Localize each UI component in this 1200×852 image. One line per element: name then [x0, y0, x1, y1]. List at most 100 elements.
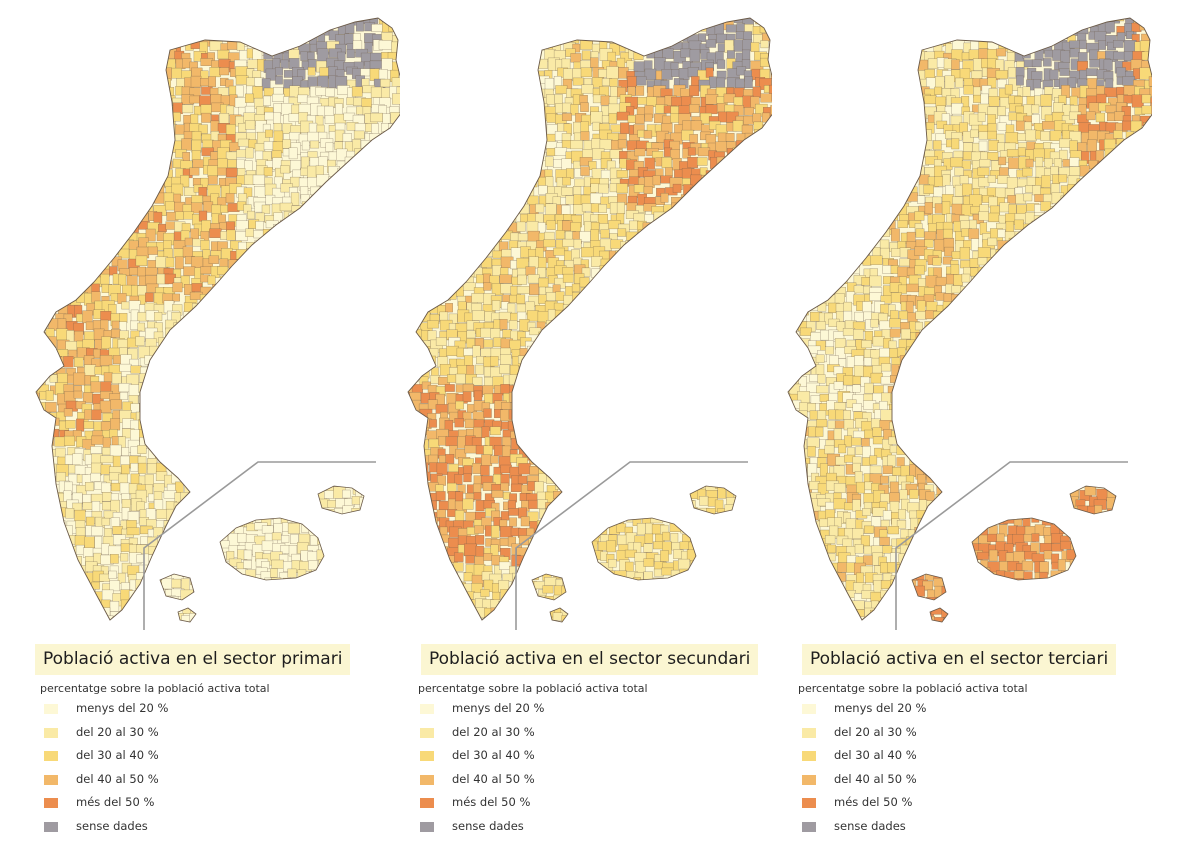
municipality-cell: [246, 428, 257, 440]
municipality-cell: [36, 554, 45, 563]
municipality-cell: [82, 392, 93, 403]
municipality-cell: [562, 267, 574, 275]
municipality-cell: [353, 454, 362, 467]
municipality-cell: [361, 98, 372, 108]
municipality-cell: [208, 76, 216, 88]
municipality-cell: [500, 140, 513, 149]
municipality-cell: [237, 391, 247, 402]
municipality-cell: [263, 355, 274, 368]
municipality-cell: [318, 302, 328, 314]
municipality-cell: [191, 527, 200, 539]
municipality-cell: [520, 166, 530, 177]
municipality-cell: [324, 115, 336, 124]
municipality-cell: [437, 49, 447, 63]
municipality-cell: [215, 508, 228, 517]
municipality-cell: [279, 623, 289, 633]
municipality-cell: [118, 134, 129, 144]
municipality-cell: [273, 597, 283, 609]
municipality-cell: [84, 179, 97, 189]
municipality-cell: [191, 457, 204, 469]
municipality-cell: [437, 222, 451, 233]
municipality-cell: [447, 212, 460, 224]
municipality-cell: [253, 294, 264, 306]
municipality-cell: [465, 223, 478, 233]
municipality-cell: [328, 568, 339, 581]
municipality-cell: [580, 131, 590, 141]
municipality-cell: [86, 129, 94, 139]
municipality-cell: [237, 381, 251, 394]
municipality-cell: [212, 284, 220, 293]
municipality-cell: [600, 229, 610, 239]
municipality-cell: [323, 549, 333, 559]
municipality-cell: [589, 285, 600, 296]
municipality-cell: [156, 625, 166, 635]
municipality-cell: [417, 79, 429, 92]
municipality-cell: [347, 536, 357, 547]
municipality-cell: [280, 428, 290, 439]
municipality-cell: [687, 157, 698, 168]
municipality-cell: [255, 221, 264, 230]
municipality-cell: [327, 500, 337, 508]
municipality-cell: [148, 590, 160, 601]
municipality-cell: [261, 588, 272, 600]
municipality-cell: [198, 124, 208, 134]
municipality-cell: [284, 372, 292, 385]
municipality-cell: [202, 623, 212, 633]
municipality-cell: [216, 502, 228, 512]
municipality-cell: [361, 587, 364, 598]
municipality-cell: [445, 104, 454, 117]
municipality-cell: [291, 605, 303, 617]
municipality-cell: [236, 626, 244, 636]
municipality-cell: [95, 112, 104, 121]
municipality-cell: [243, 505, 253, 516]
municipality-cell: [464, 34, 478, 45]
municipality-cell: [728, 313, 739, 323]
municipality-cell: [148, 384, 158, 395]
municipality-cell: [662, 231, 672, 241]
municipality-cell: [309, 246, 322, 256]
municipality-cell: [408, 239, 413, 249]
municipality-cell: [228, 581, 239, 591]
municipality-cell: [708, 221, 718, 231]
municipality-cell: [644, 42, 656, 54]
municipality-cell: [129, 111, 141, 121]
municipality-cell: [688, 293, 699, 304]
municipality-cell: [182, 569, 194, 577]
municipality-cell: [481, 105, 493, 116]
municipality-cell: [454, 259, 465, 269]
municipality-cell: [436, 201, 449, 213]
municipality-cell: [307, 67, 316, 76]
municipality-cell: [298, 496, 308, 507]
municipality-cell: [408, 305, 409, 314]
municipality-cell: [207, 549, 218, 561]
municipality-cell: [100, 455, 114, 464]
municipality-cell: [725, 24, 737, 33]
municipality-cell: [462, 123, 472, 133]
municipality-cell: [299, 375, 309, 387]
municipality-cell: [344, 607, 356, 618]
municipality-cell: [287, 568, 297, 578]
municipality-cell: [615, 268, 628, 277]
municipality-cell: [316, 286, 326, 295]
municipality-cell: [308, 419, 319, 432]
municipality-cell: [36, 320, 45, 331]
municipality-cell: [225, 332, 235, 340]
municipality-cell: [598, 321, 611, 332]
municipality-cell: [352, 598, 364, 607]
municipality-cell: [47, 96, 58, 109]
municipality-cell: [148, 403, 160, 413]
municipality-cell: [538, 346, 552, 357]
municipality-cell: [636, 76, 647, 86]
municipality-cell: [607, 336, 620, 350]
municipality-cell: [157, 349, 168, 360]
municipality-cell: [173, 25, 184, 34]
municipality-cell: [345, 624, 353, 634]
municipality-cell: [316, 573, 328, 586]
municipality-cell: [581, 310, 591, 321]
municipality-cell: [279, 583, 292, 592]
municipality-cell: [282, 588, 291, 597]
municipality-cell: [92, 140, 104, 153]
municipality-cell: [136, 18, 147, 25]
municipality-cell: [581, 50, 591, 60]
municipality-cell: [344, 184, 356, 197]
